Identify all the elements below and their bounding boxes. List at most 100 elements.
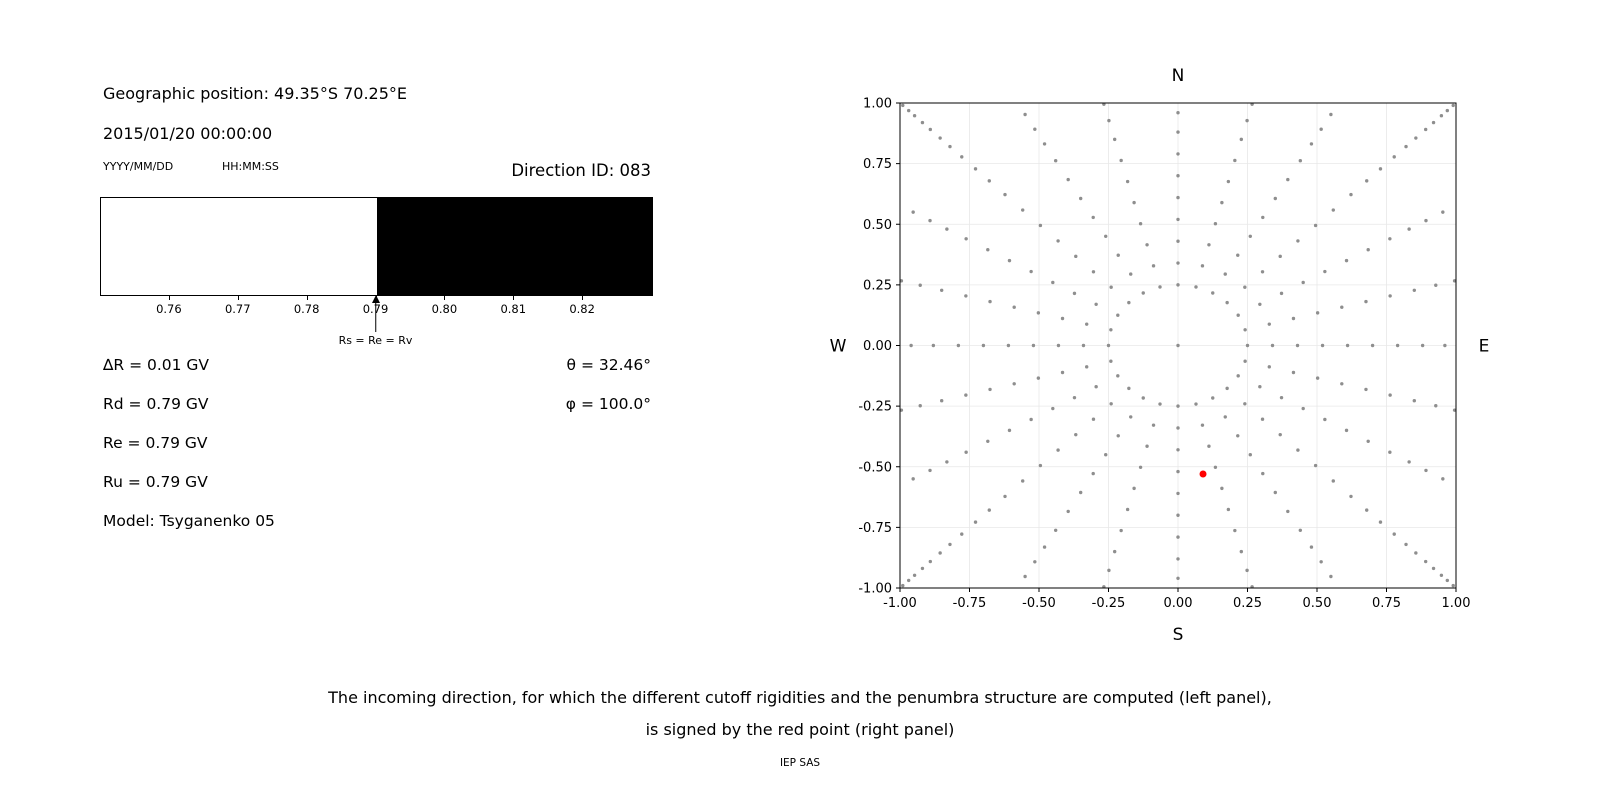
- param-ru: Ru = 0.79 GV: [103, 473, 208, 491]
- direction-dot: [1319, 560, 1323, 564]
- direction-dot: [1085, 322, 1089, 326]
- datetime-value: 2015/01/20 00:00:00: [103, 124, 273, 143]
- direction-dot: [1260, 270, 1265, 274]
- y-tick-label: 0.75: [863, 157, 892, 172]
- direction-dot: [1211, 396, 1215, 400]
- direction-dot: [912, 573, 917, 577]
- direction-dot: [1267, 365, 1271, 369]
- direction-dot: [1141, 291, 1145, 295]
- direction-dot: [1331, 208, 1335, 212]
- direction-dot: [1066, 509, 1070, 514]
- penumbra-segment-forbidden: [376, 198, 652, 295]
- direction-dot: [1439, 114, 1444, 118]
- direction-dot: [1451, 103, 1455, 108]
- y-tick-label: 0.00: [863, 339, 892, 354]
- penumbra-x-tick: [168, 296, 170, 300]
- direction-dot: [1320, 343, 1325, 348]
- direction-dot: [948, 542, 952, 547]
- direction-dot: [986, 248, 990, 252]
- penumbra-x-tick: [513, 296, 515, 300]
- direction-dot: [981, 343, 986, 348]
- direction-dot: [1176, 217, 1180, 222]
- direction-dot: [1236, 434, 1240, 438]
- direction-dot: [1021, 208, 1025, 212]
- penumbra-x-tick-label: 0.76: [156, 302, 182, 316]
- direction-dot: [1033, 127, 1037, 131]
- direction-dot: [1258, 302, 1262, 306]
- direction-dot: [1056, 343, 1061, 348]
- direction-dot: [909, 343, 913, 348]
- direction-dot: [1056, 239, 1060, 243]
- direction-dot: [1158, 402, 1162, 406]
- direction-dot: [1200, 264, 1205, 268]
- direction-dot: [973, 167, 978, 171]
- caption-line-2: is signed by the red point (right panel): [645, 720, 955, 739]
- direction-dot: [1176, 469, 1180, 474]
- direction-dot: [906, 578, 911, 583]
- penumbra-x-tick: [444, 296, 446, 300]
- direction-dot: [1176, 111, 1180, 115]
- direction-dot: [987, 179, 991, 183]
- direction-dot: [1225, 386, 1229, 391]
- direction-dot: [1119, 158, 1123, 163]
- direction-dot: [1365, 508, 1369, 512]
- direction-dot: [945, 227, 949, 231]
- direction-dot: [899, 279, 904, 283]
- direction-dot: [938, 551, 942, 555]
- direction-dot: [1301, 406, 1305, 411]
- penumbra-x-tick-label: 0.81: [500, 302, 527, 316]
- direction-dot: [1141, 396, 1145, 400]
- direction-dot: [1176, 576, 1180, 580]
- direction-dot: [1236, 253, 1240, 257]
- direction-dot: [1388, 294, 1392, 298]
- direction-dot: [1412, 288, 1417, 292]
- direction-dot: [1116, 434, 1120, 438]
- direction-dot: [938, 136, 942, 140]
- direction-dot: [920, 566, 925, 571]
- direction-dot: [1109, 285, 1113, 289]
- direction-dot: [1176, 152, 1180, 156]
- direction-dot: [1094, 385, 1098, 389]
- penumbra-x-tick-label: 0.80: [431, 302, 458, 316]
- y-tick-label: -1.00: [858, 582, 892, 597]
- direction-dot: [1138, 221, 1143, 226]
- direction-dot: [1388, 450, 1392, 454]
- direction-dot: [986, 439, 990, 443]
- direction-dot: [1220, 200, 1224, 205]
- param-delta-r: ∆R = 0.01 GV: [103, 356, 210, 374]
- direction-dot: [945, 460, 949, 464]
- direction-dot: [1132, 486, 1136, 491]
- direction-dot: [1085, 365, 1089, 369]
- direction-dot: [1233, 158, 1237, 163]
- direction-dot: [1213, 465, 1218, 470]
- penumbra-x-tick-label: 0.82: [569, 302, 595, 316]
- direction-dot: [1267, 322, 1271, 326]
- direction-dot: [1323, 269, 1327, 274]
- direction-dot: [964, 450, 968, 454]
- direction-dot: [911, 477, 915, 481]
- direction-dot: [1129, 272, 1133, 276]
- param-phi: φ = 100.0°: [565, 395, 651, 413]
- geographic-position-label: Geographic position: 49.35°S 70.25°E: [103, 84, 408, 103]
- direction-dot: [1116, 253, 1120, 257]
- compass-label-S: S: [1173, 625, 1184, 645]
- direction-dot: [1107, 118, 1111, 123]
- direction-dot: [1291, 316, 1296, 321]
- direction-dot: [1441, 477, 1445, 481]
- direction-dot: [1273, 490, 1277, 495]
- direction-dot: [1439, 573, 1444, 577]
- direction-dot: [1151, 264, 1156, 268]
- direction-dot: [1420, 343, 1425, 348]
- direction-dot: [1261, 215, 1265, 220]
- direction-dot: [1194, 285, 1198, 289]
- direction-dot: [1176, 239, 1180, 243]
- direction-dot: [1109, 359, 1113, 363]
- direction-dot: [1051, 280, 1055, 285]
- direction-dot: [948, 144, 952, 149]
- direction-dot: [1176, 513, 1180, 517]
- direction-dot: [1074, 432, 1078, 437]
- direction-dot: [1081, 343, 1086, 348]
- direction-dot: [1125, 179, 1130, 184]
- direction-dot: [1036, 311, 1041, 315]
- direction-dot: [899, 408, 904, 412]
